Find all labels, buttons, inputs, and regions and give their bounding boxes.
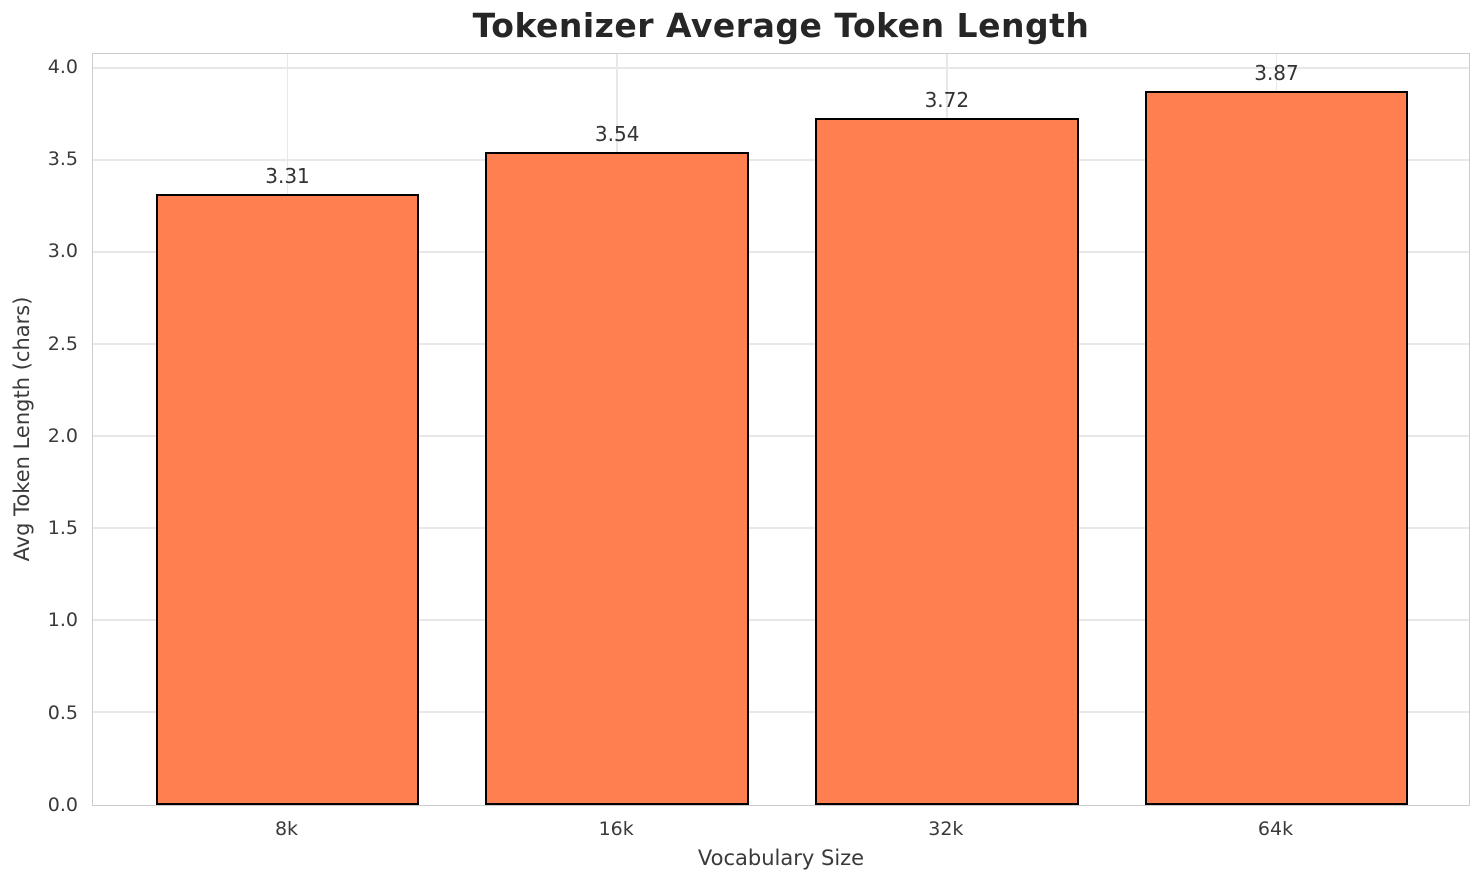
- h-gridline: [93, 251, 1469, 253]
- x-tick-label-16k: 16k: [598, 818, 634, 840]
- y-tick-label: 0.0: [47, 794, 78, 816]
- y-tick-label: 1.0: [47, 609, 78, 632]
- y-tick-label: 4.0: [47, 55, 78, 78]
- x-tick-label-64k: 64k: [1257, 818, 1294, 840]
- y-tick-label: 2.0: [47, 424, 78, 447]
- h-gridline: [93, 67, 1469, 69]
- chart-title: Tokenizer Average Token Length: [472, 6, 1090, 45]
- h-gridline: [93, 711, 1469, 713]
- bar-value-label: 3.87: [1254, 60, 1299, 85]
- y-tick-label: 3.5: [47, 148, 78, 171]
- h-gridline: [93, 619, 1469, 621]
- y-tick-label: 1.5: [47, 517, 78, 540]
- plot-area: 3.31 3.54 3.72 3.87: [92, 53, 1470, 806]
- x-tick-label-32k: 32k: [928, 818, 964, 840]
- h-gridline: [93, 435, 1469, 437]
- y-tick-label: 2.5: [47, 332, 78, 355]
- y-tick-label: 3.0: [47, 240, 78, 263]
- bar-32k: [814, 118, 1079, 805]
- h-gridline: [93, 159, 1469, 161]
- bar-8k: [155, 194, 420, 805]
- y-tick-label: 0.5: [47, 701, 78, 724]
- bar-value-label: 3.54: [594, 121, 640, 146]
- bar-16k: [485, 151, 750, 805]
- bar-value-label: 3.31: [265, 164, 310, 189]
- bar-value-label: 3.72: [924, 88, 970, 113]
- h-gridline: [93, 527, 1469, 529]
- x-tick-label-8k: 8k: [274, 818, 299, 840]
- x-axis-label: Vocabulary Size: [697, 846, 865, 870]
- bar-64k: [1144, 90, 1409, 805]
- h-gridline: [93, 343, 1469, 345]
